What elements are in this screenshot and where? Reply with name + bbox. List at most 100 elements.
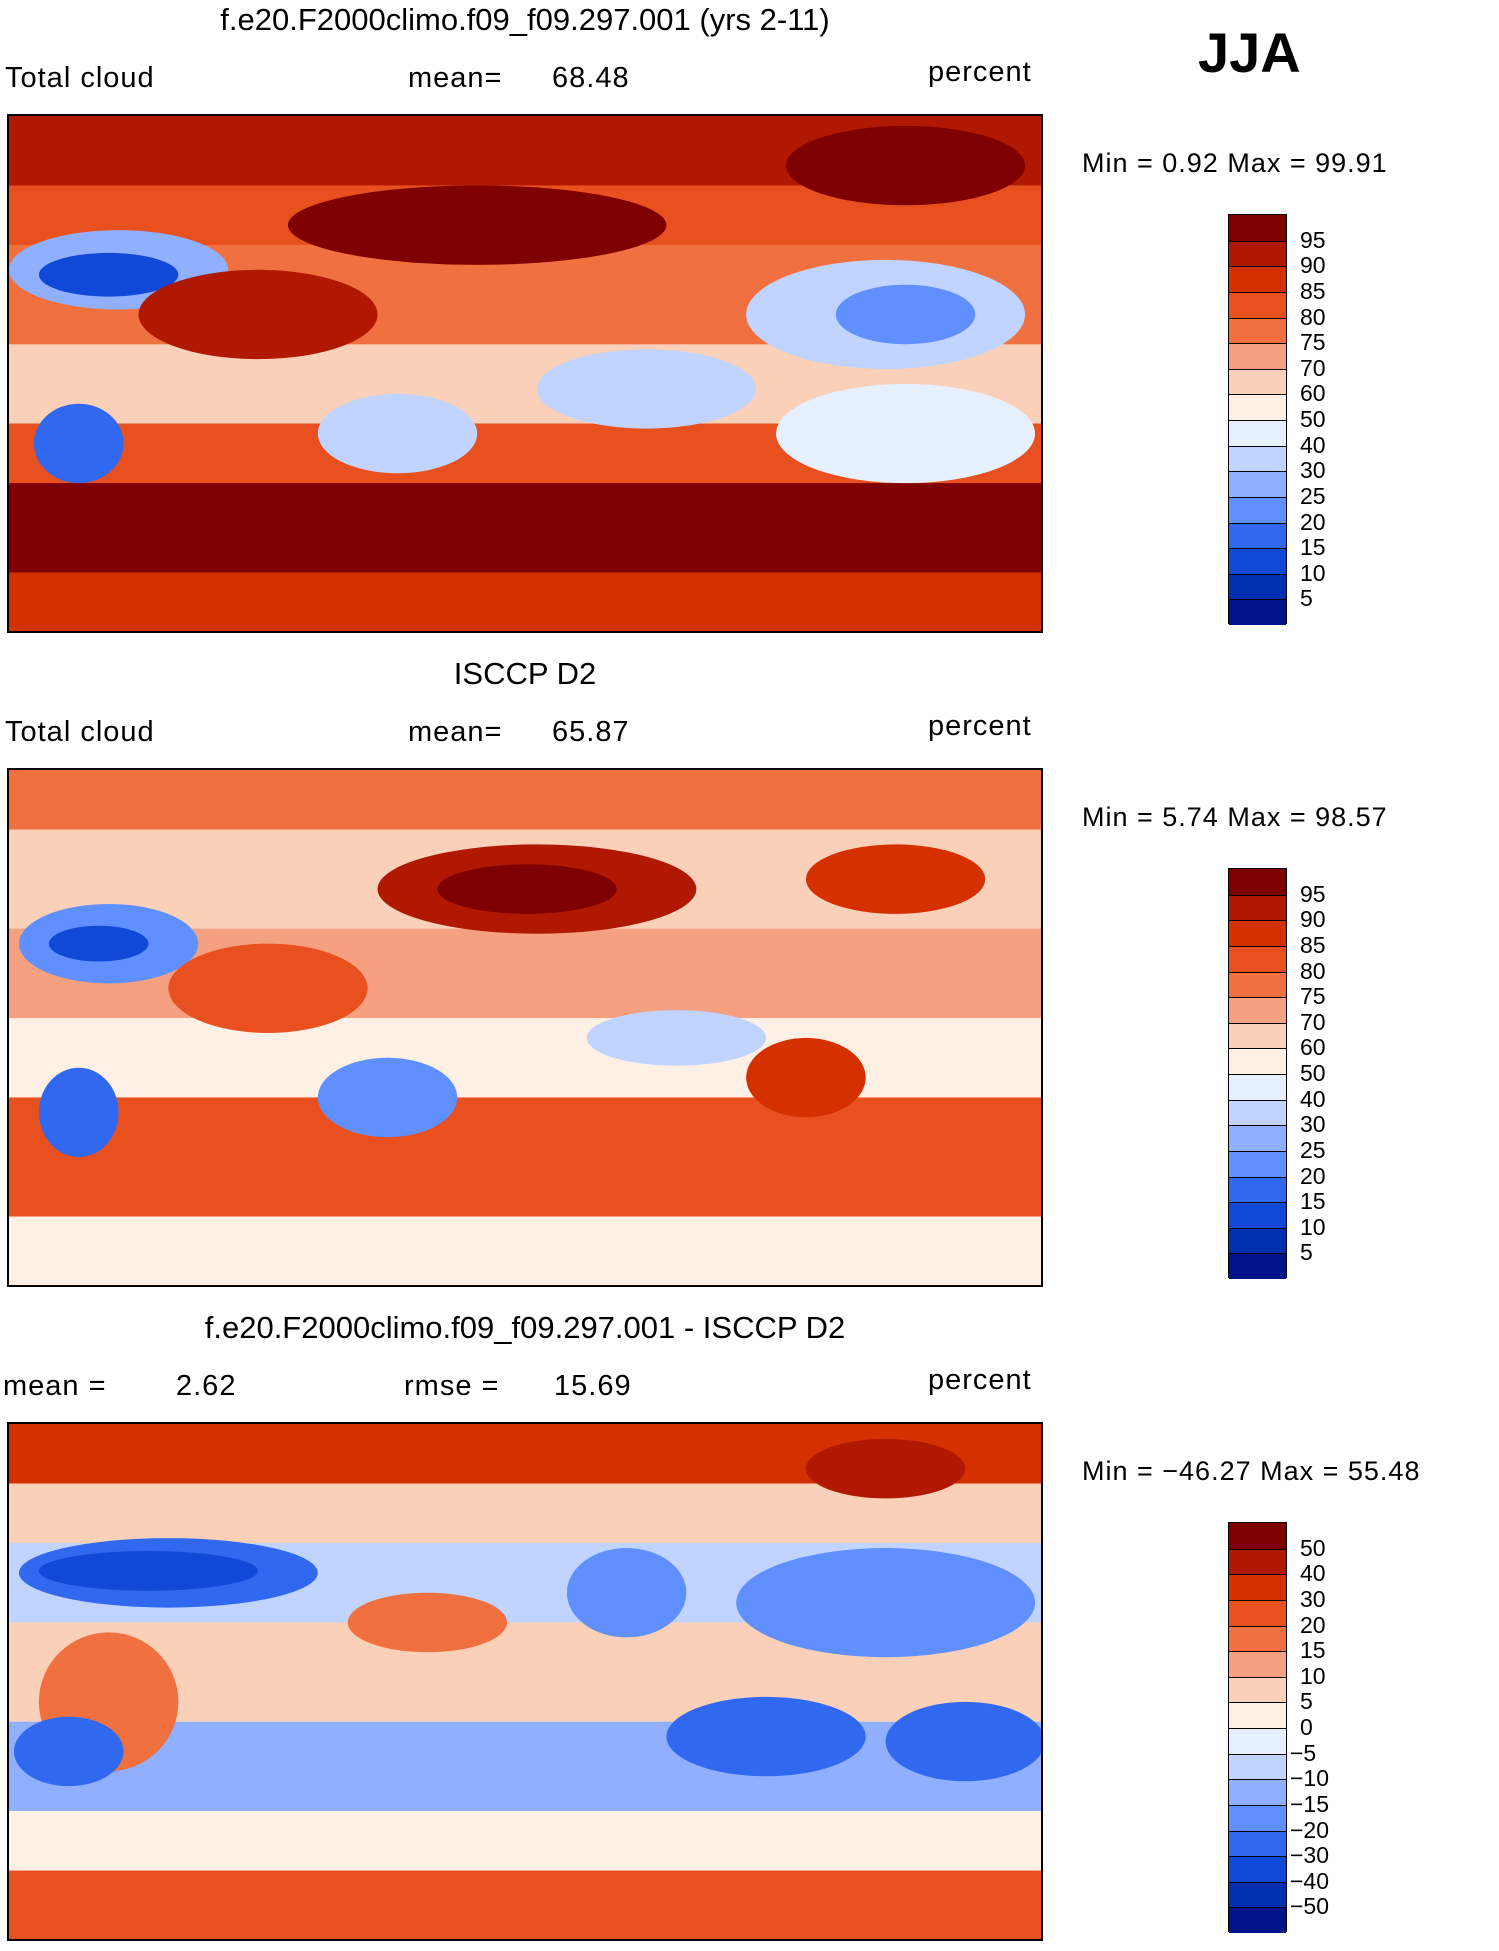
- colorbar-swatch: [1229, 291, 1286, 318]
- colorbar-tick-label: 10: [1300, 1662, 1326, 1689]
- colorbar-tick-label: 10: [1300, 559, 1326, 586]
- panel2-min-max: Min = 5.74 Max = 98.57: [1082, 802, 1388, 832]
- colorbar-swatch: [1229, 266, 1286, 292]
- colorbar-swatch: [1229, 420, 1286, 446]
- colorbar-tick-label: −30: [1290, 1842, 1330, 1869]
- colorbar-swatch: [1229, 343, 1286, 369]
- panel3-mean-value: 2.62: [176, 1370, 237, 1402]
- panel3-unit-label: percent: [928, 1364, 1032, 1396]
- colorbar-swatch: [1229, 1804, 1286, 1831]
- colorbar-tick-label: 85: [1300, 277, 1326, 304]
- colorbar-swatch: [1229, 1227, 1286, 1254]
- colorbar-swatch: [1229, 920, 1286, 946]
- colorbar-swatch: [1229, 1074, 1286, 1100]
- colorbar-swatch: [1229, 215, 1286, 241]
- colorbar-tick-label: 20: [1300, 508, 1326, 535]
- panel1-min-max: Min = 0.92 Max = 99.91: [1082, 148, 1388, 178]
- colorbar-tick-label: −40: [1290, 1867, 1330, 1894]
- colorbar-swatch: [1229, 1202, 1286, 1228]
- colorbar-tick-label: 5: [1300, 585, 1313, 612]
- colorbar-tick-label: 90: [1300, 906, 1326, 933]
- panel2-map-svg: [9, 770, 1041, 1285]
- colorbar-swatch: [1229, 971, 1286, 998]
- colorbar-tick-label: 90: [1300, 252, 1326, 279]
- colorbar-tick-label: 70: [1300, 1008, 1326, 1035]
- colorbar-swatch: [1229, 1753, 1286, 1780]
- colorbar-swatch: [1229, 1150, 1286, 1177]
- colorbar-swatch: [1229, 1574, 1286, 1600]
- colorbar-swatch: [1229, 240, 1286, 267]
- colorbar-swatch: [1229, 1176, 1286, 1203]
- colorbar-tick-label: 40: [1300, 431, 1326, 458]
- colorbar-swatch: [1229, 573, 1286, 600]
- colorbar-swatch: [1229, 1907, 1286, 1933]
- colorbar-tick-label: 30: [1300, 1585, 1326, 1612]
- colorbar-tick-label: 30: [1300, 457, 1326, 484]
- colorbar-swatch: [1229, 869, 1286, 895]
- panel1-mean-value: 68.48: [552, 62, 630, 94]
- panel3-map: [7, 1422, 1043, 1941]
- colorbar-tick-label: −5: [1290, 1739, 1317, 1766]
- colorbar-tick-label: 80: [1300, 957, 1326, 984]
- colorbar-tick-label: 95: [1300, 880, 1326, 907]
- panel3-rmse-label: rmse =: [404, 1370, 500, 1402]
- panel2-colorbar-labels: 95 90 85 80 75 70 60 50 40 30 25 20 15 10 5: [1300, 868, 1420, 1278]
- colorbar-tick-label: 60: [1300, 1034, 1326, 1061]
- panel2-variable-label: Total cloud: [5, 716, 155, 748]
- colorbar-tick-label: 15: [1300, 534, 1326, 561]
- panel1-variable-label: Total cloud: [5, 62, 155, 94]
- colorbar-tick-label: 40: [1300, 1085, 1326, 1112]
- colorbar-swatch: [1229, 522, 1286, 549]
- colorbar-tick-label: 25: [1300, 482, 1326, 509]
- colorbar-tick-label: 10: [1300, 1213, 1326, 1240]
- panel2-unit-label: percent: [928, 710, 1032, 742]
- colorbar-tick-label: −50: [1290, 1893, 1330, 1920]
- colorbar-tick-label: −20: [1290, 1816, 1330, 1843]
- colorbar-tick-label: 25: [1300, 1136, 1326, 1163]
- panel2-mean-label: mean=: [408, 716, 503, 748]
- colorbar-swatch: [1229, 1599, 1286, 1626]
- colorbar-swatch: [1229, 1702, 1286, 1728]
- colorbar-tick-label: 40: [1300, 1560, 1326, 1587]
- season-label: JJA: [1198, 21, 1301, 84]
- colorbar-swatch: [1229, 1099, 1286, 1126]
- colorbar-tick-label: 15: [1300, 1637, 1326, 1664]
- colorbar-swatch: [1229, 548, 1286, 574]
- colorbar-swatch: [1229, 1676, 1286, 1703]
- panel1-mean-label: mean=: [408, 62, 503, 94]
- colorbar-tick-label: 60: [1300, 380, 1326, 407]
- colorbar-tick-label: 50: [1300, 406, 1326, 432]
- colorbar-swatch: [1229, 1625, 1286, 1652]
- panel3-title: f.e20.F2000climo.f09_f09.297.001 - ISCCP…: [204, 1310, 846, 1345]
- colorbar-swatch: [1229, 1523, 1286, 1549]
- panel2-title: ISCCP D2: [453, 656, 597, 691]
- colorbar-swatch: [1229, 1022, 1286, 1049]
- colorbar-swatch: [1229, 394, 1286, 420]
- panel1-map-svg: [9, 116, 1041, 631]
- colorbar-tick-label: 5: [1300, 1688, 1313, 1715]
- colorbar-tick-label: 20: [1300, 1611, 1326, 1638]
- panel1-title: f.e20.F2000climo.f09_f09.297.001 (yrs 2-…: [220, 2, 830, 37]
- panel3-rmse-value: 15.69: [554, 1370, 632, 1402]
- panel2-mean-value: 65.87: [552, 716, 630, 748]
- colorbar-swatch: [1229, 496, 1286, 523]
- colorbar-tick-label: 50: [1300, 1060, 1326, 1086]
- colorbar-tick-label: 75: [1300, 329, 1326, 356]
- colorbar-swatch: [1229, 997, 1286, 1023]
- colorbar-tick-label: −15: [1290, 1790, 1330, 1817]
- colorbar-swatch: [1229, 1125, 1286, 1151]
- colorbar-tick-label: 30: [1300, 1111, 1326, 1138]
- panel1-colorbar-labels: 95 90 85 80 75 70 60 50 40 30 25 20 15 10 5: [1300, 214, 1420, 624]
- colorbar-tick-label: 85: [1300, 931, 1326, 958]
- colorbar-swatch: [1229, 1728, 1286, 1754]
- colorbar-swatch: [1229, 1856, 1286, 1882]
- colorbar-swatch: [1229, 1048, 1286, 1074]
- panel3-mean-label: mean =: [3, 1370, 107, 1402]
- panel3-colorbar-labels: 50 40 30 20 15 10 5 0 −5 −10 −15 −20 −30 −40 −50: [1290, 1522, 1420, 1932]
- panel2-colorbar: [1228, 868, 1287, 1279]
- colorbar-tick-label: 50: [1300, 1534, 1326, 1561]
- colorbar-swatch: [1229, 1881, 1286, 1908]
- colorbar-tick-label: −10: [1290, 1765, 1330, 1792]
- colorbar-swatch: [1229, 1830, 1286, 1857]
- colorbar-tick-label: 0: [1300, 1714, 1313, 1740]
